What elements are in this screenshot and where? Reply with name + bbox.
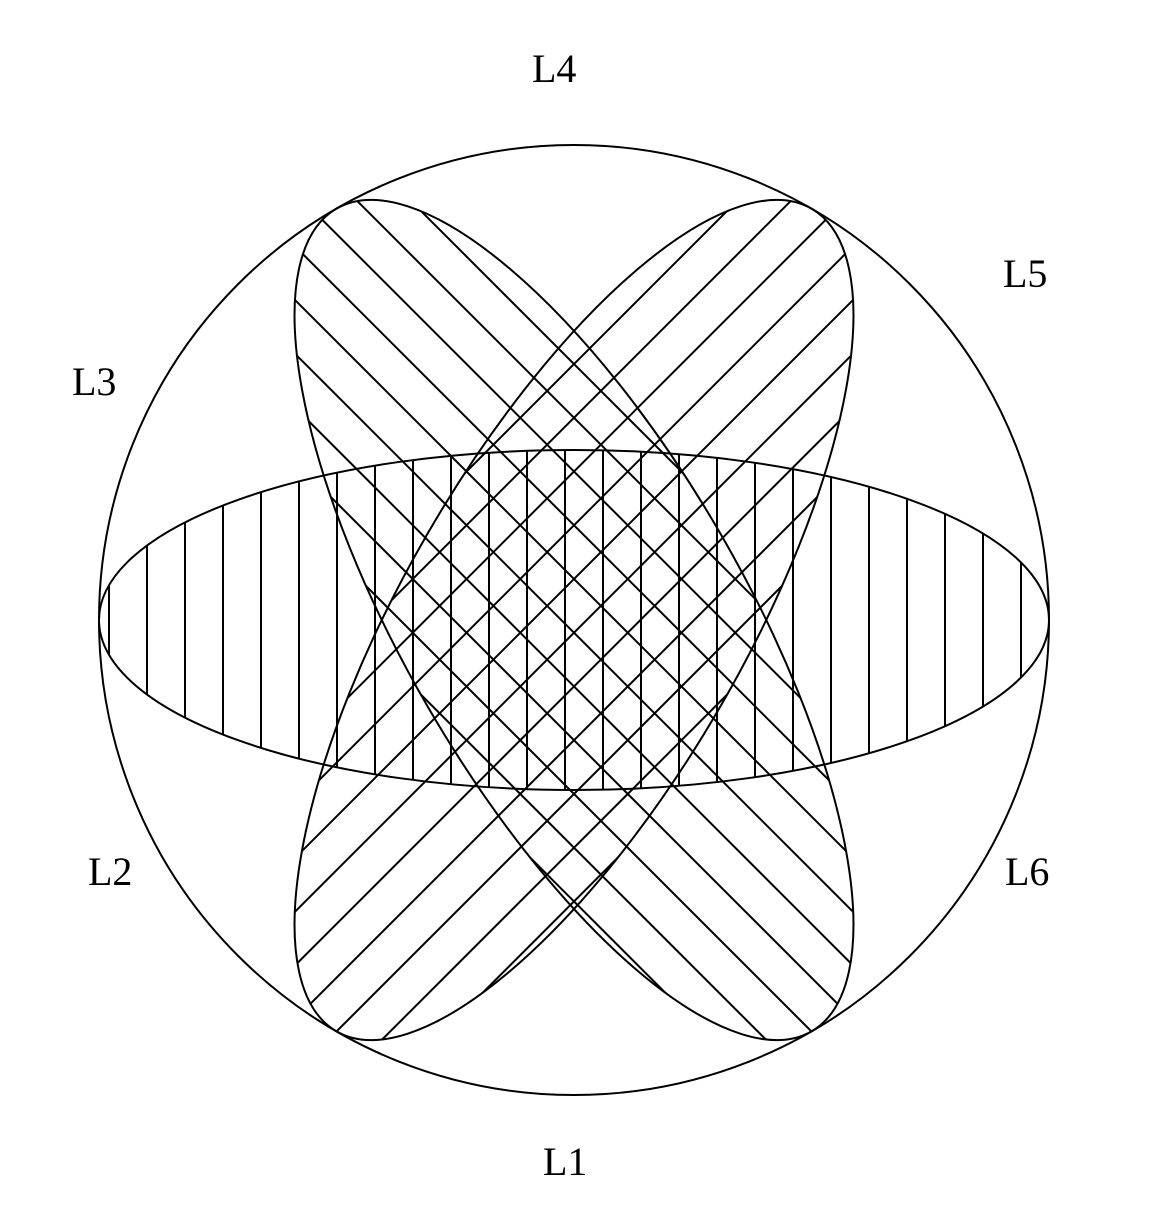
diagram-svg <box>0 0 1149 1211</box>
label-L4: L4 <box>532 45 576 92</box>
label-L6: L6 <box>1005 848 1049 895</box>
label-L2: L2 <box>88 848 132 895</box>
label-L3: L3 <box>72 358 116 405</box>
diagram-container: L1 L2 L3 L4 L5 L6 <box>0 0 1149 1211</box>
label-L5: L5 <box>1003 250 1047 297</box>
label-L1: L1 <box>543 1138 587 1185</box>
